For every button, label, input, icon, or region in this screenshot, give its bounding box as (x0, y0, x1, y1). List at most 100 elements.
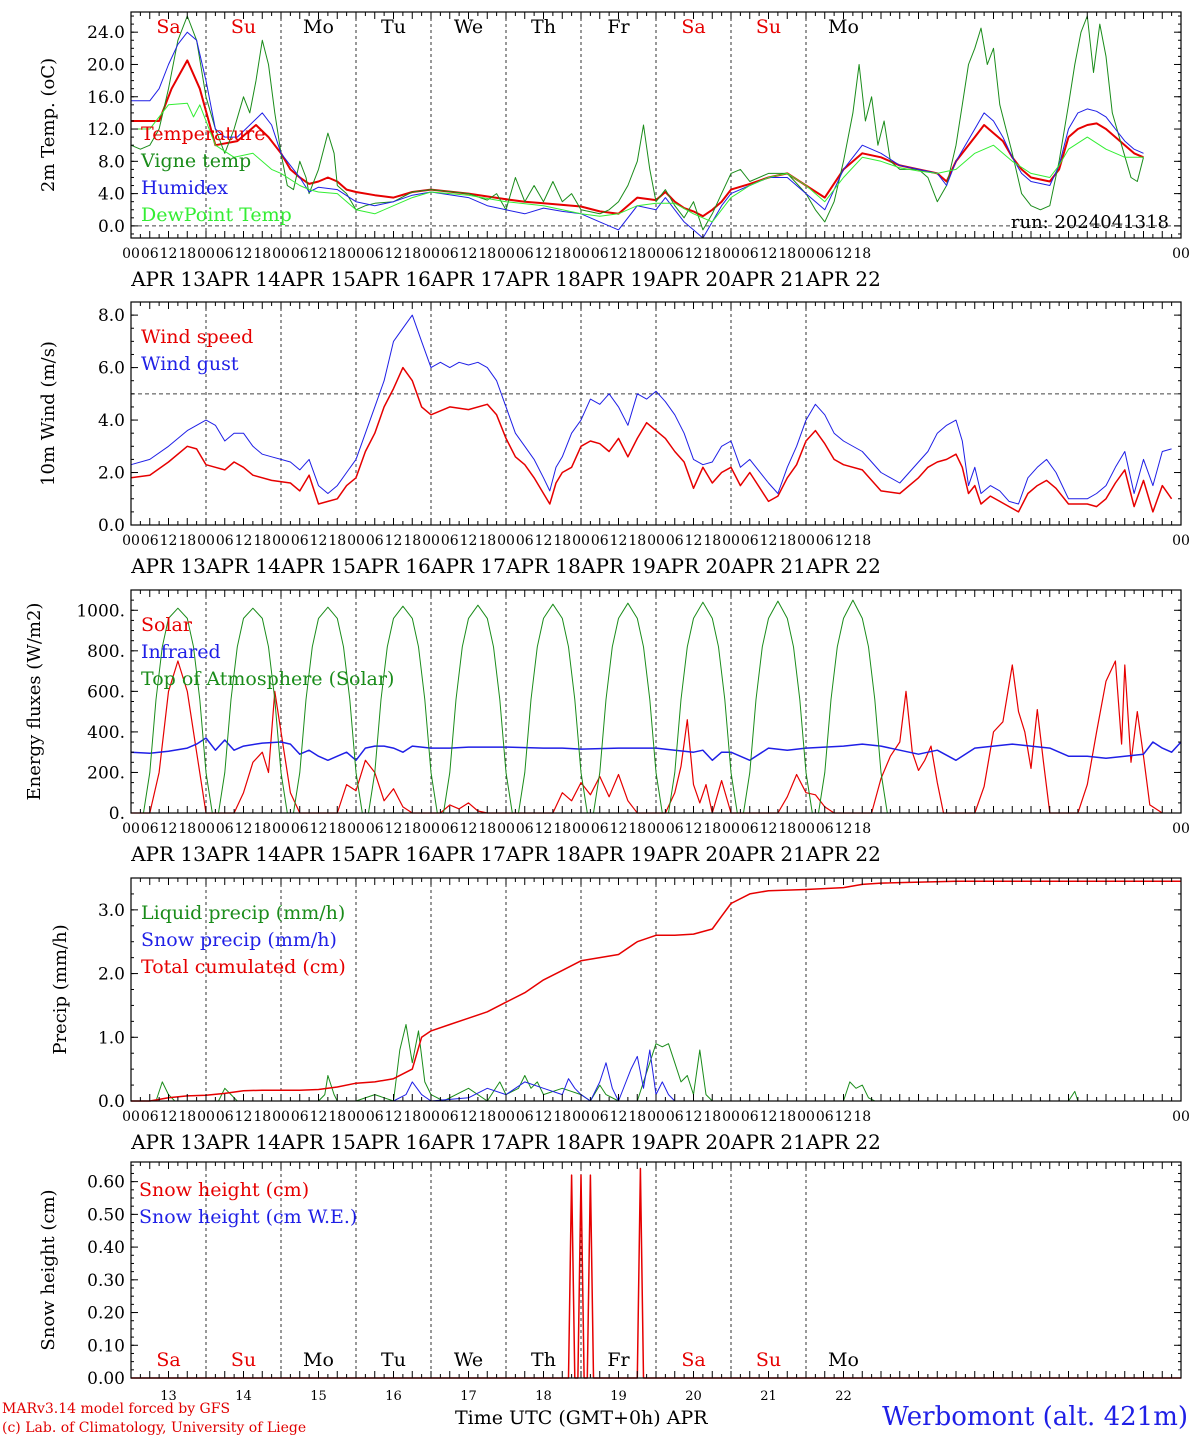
y-tick-label: 8.0 (98, 306, 125, 326)
hour-tick-label: 06 (591, 821, 609, 837)
hour-tick-label: 06 (441, 533, 459, 549)
y-axis-label: Energy fluxes (W/m2) (24, 603, 45, 801)
hour-tick-label: 00 (797, 1109, 815, 1125)
hour-tick-label: 12 (385, 821, 403, 837)
y-axis-label: Precip (mm/h) (50, 924, 71, 1054)
date-label: APR 14 (205, 842, 281, 866)
hour-tick-label: 12 (835, 533, 853, 549)
hour-tick-label: 06 (441, 821, 459, 837)
y-axis-label: 10m Wind (m/s) (38, 341, 59, 486)
hour-tick-label: 06 (441, 1109, 459, 1125)
hour-tick-label: 12 (235, 1109, 253, 1125)
hour-tick-label: 18 (853, 821, 871, 837)
legend-entry: Wind speed (141, 326, 253, 348)
hour-tick-label: 00 (797, 821, 815, 837)
series-line (130, 314, 1172, 505)
hour-tick-label: 12 (835, 821, 853, 837)
hour-tick-label: 12 (835, 1109, 853, 1125)
y-tick-label: 0.0 (98, 1092, 125, 1112)
date-label: APR 14 (205, 1130, 281, 1154)
day-name: Tu (381, 1349, 406, 1371)
day-name: Fr (607, 16, 630, 38)
hour-tick-label: 06 (741, 246, 759, 262)
hour-tick-label: 00 (1172, 1109, 1190, 1125)
date-label: APR 19 (580, 267, 656, 291)
series-line (131, 31, 1144, 239)
y-tick-label: 200. (87, 763, 125, 783)
date-label: APR 17 (430, 842, 506, 866)
day-number: 13 (160, 1389, 177, 1404)
hour-tick-label: 00 (797, 533, 815, 549)
day-number: 20 (685, 1389, 702, 1404)
hour-tick-label: 18 (253, 821, 271, 837)
hour-tick-label: 00 (272, 533, 290, 549)
hour-tick-label: 06 (816, 533, 834, 549)
hour-tick-label: 06 (291, 533, 309, 549)
hour-tick-label: 06 (666, 246, 684, 262)
legend-entry: Infrared (141, 641, 221, 663)
hour-tick-label: 18 (478, 821, 496, 837)
hour-tick-label: 18 (328, 246, 346, 262)
hour-tick-label: 00 (422, 821, 440, 837)
legend-entry: Wind gust (141, 353, 239, 375)
hour-tick-label: 18 (628, 533, 646, 549)
day-name: Sa (156, 1349, 180, 1371)
hour-tick-label: 12 (685, 1109, 703, 1125)
hour-tick-label: 18 (853, 246, 871, 262)
hour-tick-label: 00 (722, 533, 740, 549)
day-name: Sa (156, 16, 180, 38)
legend-entry: Snow height (cm) (139, 1179, 309, 1201)
y-tick-label: 1.0 (98, 1028, 125, 1048)
hour-tick-label: 00 (272, 1109, 290, 1125)
legend-entry: Vigne temp (140, 150, 251, 172)
time-axis-title: Time UTC (GMT+0h) APR (455, 1407, 708, 1429)
hour-tick-label: 18 (478, 246, 496, 262)
y-tick-label: 0.40 (87, 1238, 125, 1258)
hour-tick-label: 00 (347, 1109, 365, 1125)
hour-tick-label: 06 (366, 1109, 384, 1125)
date-label: APR 21 (730, 1130, 806, 1154)
legend-entry: Solar (141, 614, 193, 636)
hour-tick-label: 12 (310, 533, 328, 549)
date-label: APR 22 (805, 267, 881, 291)
hour-tick-label: 18 (253, 246, 271, 262)
hour-tick-label: 12 (235, 821, 253, 837)
hour-tick-label: 12 (685, 533, 703, 549)
day-name: Sa (681, 1349, 705, 1371)
hour-tick-label: 12 (760, 1109, 778, 1125)
y-tick-label: 0.00 (87, 1369, 125, 1389)
hour-tick-label: 12 (760, 821, 778, 837)
model-credit: MARv3.14 model forced by GFS (2, 1401, 231, 1417)
hour-tick-label: 00 (347, 246, 365, 262)
hour-tick-label: 12 (685, 246, 703, 262)
hour-tick-label: 06 (216, 533, 234, 549)
hour-tick-label: 18 (703, 821, 721, 837)
hour-tick-label: 18 (778, 1109, 796, 1125)
y-tick-label: 0.60 (87, 1173, 125, 1193)
hour-tick-label: 18 (478, 1109, 496, 1125)
series-line (131, 1049, 1181, 1102)
hour-tick-label: 06 (666, 821, 684, 837)
hour-tick-label: 18 (778, 246, 796, 262)
date-label: APR 17 (430, 267, 506, 291)
hour-tick-label: 12 (835, 246, 853, 262)
series-line (131, 880, 1181, 1102)
hour-tick-label: 18 (328, 1109, 346, 1125)
hour-tick-label: 06 (216, 1109, 234, 1125)
hour-tick-label: 00 (197, 1109, 215, 1125)
hour-tick-label: 12 (310, 246, 328, 262)
date-label: APR 21 (730, 554, 806, 578)
day-number: 18 (535, 1389, 552, 1404)
y-tick-label: 1000. (76, 601, 125, 621)
day-name: Su (756, 16, 781, 38)
hour-tick-label: 12 (160, 533, 178, 549)
hour-tick-label: 00 (122, 1109, 140, 1125)
hour-tick-label: 00 (1172, 246, 1190, 262)
hour-tick-label: 06 (741, 821, 759, 837)
hour-tick-label: 18 (628, 246, 646, 262)
hour-tick-label: 12 (235, 246, 253, 262)
day-name: Su (231, 1349, 256, 1371)
hour-tick-label: 06 (816, 1109, 834, 1125)
date-label: APR 20 (655, 554, 731, 578)
